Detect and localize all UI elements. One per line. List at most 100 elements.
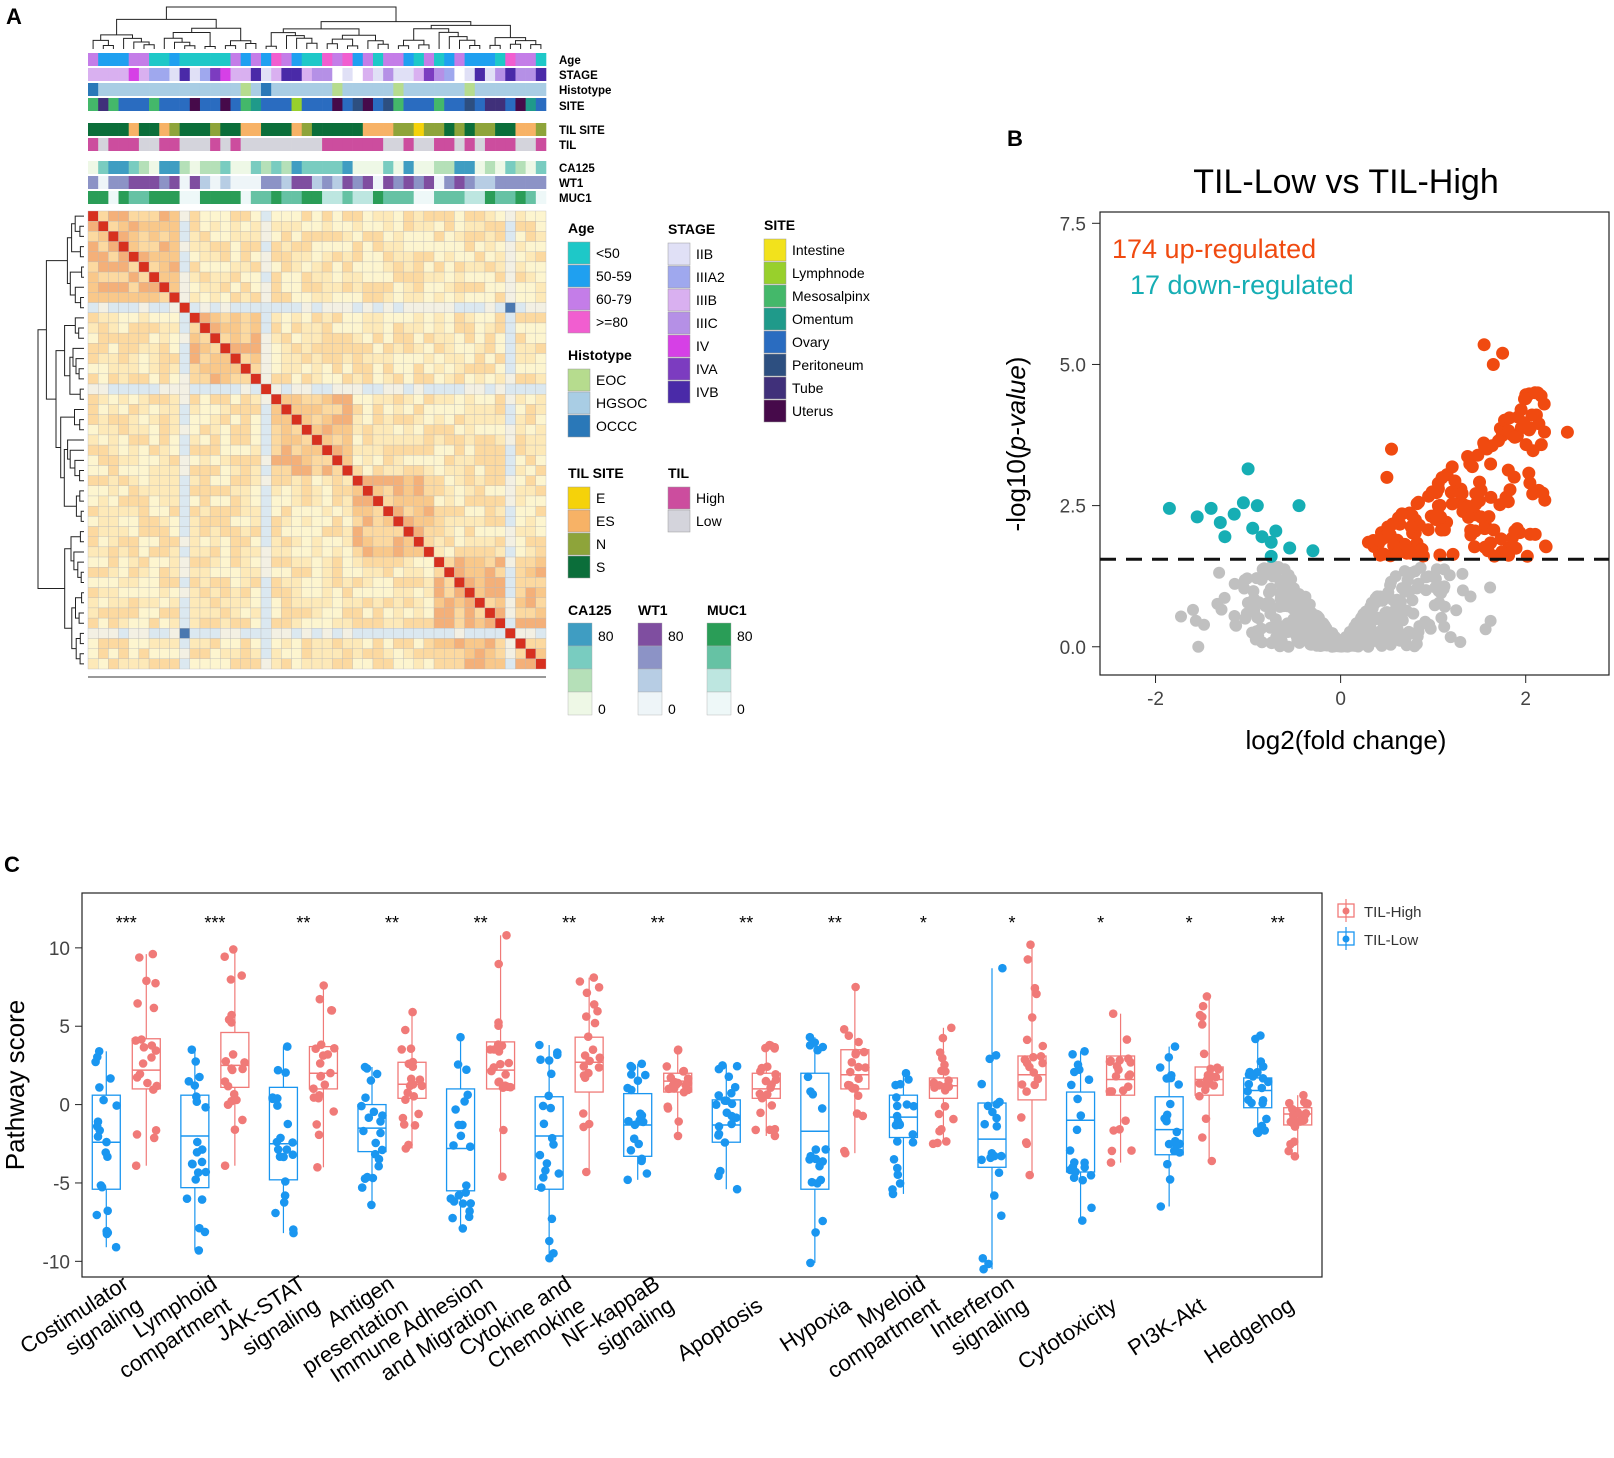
heatmap-cell (464, 302, 475, 313)
heatmap-cell (382, 241, 394, 252)
heatmap-cell (209, 261, 221, 273)
muc1-gradient-step (706, 668, 732, 693)
til-high-point (673, 1046, 683, 1055)
heatmap-cell (189, 424, 201, 436)
heatmap-cell (332, 312, 343, 324)
annotation-cell (383, 123, 394, 136)
heatmap-cell (321, 434, 333, 446)
heatmap-cell (372, 658, 384, 670)
heatmap-cell (484, 383, 496, 395)
heatmap-cell (301, 556, 313, 568)
heatmap-cell (159, 638, 170, 649)
stage-legend-label: IIB (696, 246, 713, 262)
til-low-point (453, 1060, 463, 1069)
heatmap-cell (393, 658, 404, 670)
annotation-cell (342, 191, 353, 204)
heatmap-cell (240, 414, 252, 425)
heatmap-cell (372, 455, 384, 466)
heatmap-cell (494, 363, 506, 375)
y-tick-label: 7.5 (1060, 214, 1086, 235)
til-low-point (193, 1137, 202, 1147)
annotation-cell (311, 68, 323, 81)
heatmap-cell (413, 221, 425, 232)
heatmap-cell (281, 241, 292, 252)
til-low-point (462, 1181, 471, 1190)
heatmap-cell (474, 516, 486, 527)
til-low-point (463, 1090, 473, 1100)
heatmap-cell (108, 526, 119, 537)
heatmap-cell (515, 424, 526, 436)
heatmap-cell (311, 332, 323, 344)
heatmap-cell (179, 516, 190, 527)
up-regulated-point (1429, 509, 1443, 523)
annotation-cell (149, 123, 160, 136)
heatmap-cell (220, 455, 231, 466)
heatmap-cell (444, 587, 455, 598)
til-low-point (103, 1206, 112, 1216)
annotation-cell (189, 83, 201, 96)
heatmap-cell (209, 302, 221, 313)
heatmap-cell (372, 292, 384, 303)
muc1-gradient-step (706, 622, 732, 647)
heatmap-cell (382, 282, 394, 293)
heatmap-cell (189, 495, 201, 507)
heatmap-cell (525, 373, 536, 385)
heatmap-cell (281, 587, 292, 598)
heatmap-cell (98, 210, 109, 222)
heatmap-cell (98, 241, 109, 252)
heatmap-cell (98, 587, 109, 598)
heatmap-cell (179, 485, 190, 497)
heatmap-cell (128, 312, 140, 324)
heatmap-cell (342, 628, 353, 639)
heatmap-cell (209, 505, 221, 517)
heatmap-cell (301, 516, 313, 527)
annotation-cell (179, 83, 191, 96)
heatmap-cell (220, 343, 231, 354)
heatmap-cell (444, 465, 455, 476)
heatmap-cell (444, 271, 455, 283)
heatmap-cell (474, 546, 486, 558)
heatmap-cell (271, 465, 282, 476)
heatmap-cell (423, 648, 435, 659)
heatmap-cell (393, 638, 404, 649)
annotation-cell (444, 83, 455, 96)
heatmap-cell (515, 292, 526, 303)
til-low-point (724, 1072, 734, 1081)
heatmap-cell (169, 577, 180, 588)
dendrogram-branch (413, 28, 450, 41)
heatmap-cell (128, 485, 140, 497)
heatmap-cell (332, 271, 343, 283)
heatmap-cell (250, 373, 262, 385)
dendrogram-branch (78, 612, 84, 624)
heatmap-cell (515, 251, 526, 263)
til-high-point (589, 1000, 599, 1009)
heatmap-cell (271, 414, 282, 425)
heatmap-cell (352, 322, 363, 334)
annotation-cell (138, 68, 150, 81)
heatmap-cell (464, 475, 475, 486)
heatmap-cell (454, 567, 465, 578)
annotation-cell (199, 138, 211, 151)
annotation-cell (525, 83, 537, 96)
heatmap-cell (220, 617, 231, 629)
heatmap-cell (189, 516, 201, 527)
heatmap-cell (474, 485, 486, 497)
heatmap-cell (342, 587, 353, 598)
heatmap-cell (515, 465, 526, 476)
heatmap-cell (372, 597, 384, 609)
legend-label: TIL-Low (1364, 932, 1418, 949)
heatmap-cell (108, 628, 119, 639)
heatmap-cell (433, 261, 445, 273)
heatmap-cell (108, 556, 119, 568)
til-high-point (854, 1062, 863, 1072)
heatmap-cell (372, 332, 384, 344)
til-high-box (1105, 1055, 1136, 1096)
annotation-cell (434, 123, 445, 136)
heatmap-cell (454, 241, 465, 252)
til-high-point (1301, 1110, 1310, 1119)
heatmap-cell (444, 526, 455, 537)
heatmap-cell (515, 353, 526, 364)
heatmap-cell (281, 434, 292, 446)
heatmap-cell (301, 383, 313, 395)
til-high-box (928, 1077, 959, 1099)
